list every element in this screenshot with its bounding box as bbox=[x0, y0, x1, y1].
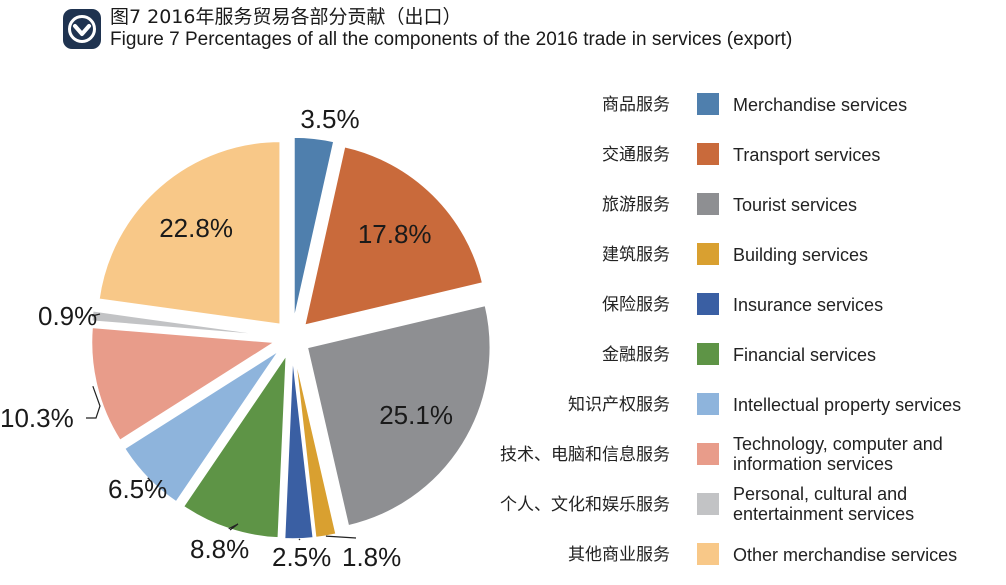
legend-item: 商品服务 Merchandise services bbox=[602, 93, 907, 115]
legend-label-cn: 旅游服务 bbox=[602, 195, 670, 215]
legend-swatch bbox=[697, 243, 719, 265]
leader-line bbox=[92, 313, 101, 317]
legend-label-cn: 金融服务 bbox=[602, 345, 670, 365]
legend-label-en: Building services bbox=[733, 245, 868, 265]
pie-slice bbox=[98, 140, 281, 326]
legend-item: 技术、电脑和信息服务 Technology, computer andinform… bbox=[500, 434, 943, 474]
slice-value-label: 1.8% bbox=[342, 542, 401, 572]
legend: 商品服务 Merchandise services 交通服务 Transport se… bbox=[500, 93, 961, 565]
slice-value-label: 0.9% bbox=[38, 301, 97, 331]
legend-label-en: Merchandise services bbox=[733, 95, 907, 115]
chevron-down-badge-icon bbox=[63, 9, 101, 49]
slice-value-label: 2.5% bbox=[272, 542, 331, 572]
slice-value-label: 25.1% bbox=[379, 400, 453, 430]
legend-label-en: Personal, cultural and bbox=[733, 484, 907, 504]
chart-title-cn: 图7 2016年服务贸易各部分贡献（出口） bbox=[110, 6, 462, 28]
legend-swatch bbox=[697, 393, 719, 415]
legend-label-cn: 保险服务 bbox=[602, 295, 670, 315]
pie-slice bbox=[306, 304, 492, 527]
legend-label-en: Intellectual property services bbox=[733, 395, 961, 415]
legend-swatch bbox=[697, 543, 719, 565]
legend-item: 知识产权服务 Intellectual property services bbox=[568, 393, 961, 415]
legend-item: 旅游服务 Tourist services bbox=[602, 193, 857, 215]
legend-label-en: Other merchandise services bbox=[733, 545, 957, 565]
legend-label-cn: 个人、文化和娱乐服务 bbox=[500, 495, 670, 515]
slice-value-label: 3.5% bbox=[300, 104, 359, 134]
legend-item: 交通服务 Transport services bbox=[602, 143, 880, 165]
legend-swatch bbox=[697, 143, 719, 165]
chart-title-en: Figure 7 Percentages of all the componen… bbox=[110, 29, 793, 50]
leader-line bbox=[228, 523, 239, 531]
leader-line bbox=[298, 538, 301, 541]
pie-slice bbox=[90, 309, 275, 337]
legend-item: 金融服务 Financial services bbox=[602, 343, 876, 365]
legend-label-cn: 建筑服务 bbox=[602, 245, 670, 265]
legend-label-en: entertainment services bbox=[733, 504, 914, 524]
pie-slice bbox=[283, 355, 315, 540]
legend-item: 其他商业服务 Other merchandise services bbox=[568, 543, 957, 565]
legend-swatch bbox=[697, 443, 719, 465]
legend-swatch bbox=[697, 493, 719, 515]
legend-label-cn: 技术、电脑和信息服务 bbox=[500, 445, 670, 465]
pie-slice bbox=[90, 326, 277, 442]
legend-label-en: Insurance services bbox=[733, 295, 883, 315]
legend-item: 个人、文化和娱乐服务 Personal, cultural andentertai… bbox=[500, 484, 914, 524]
legend-label-cn: 交通服务 bbox=[602, 145, 670, 165]
legend-item: 保险服务 Insurance services bbox=[602, 293, 883, 315]
leader-lines bbox=[86, 313, 357, 541]
leader-line bbox=[325, 535, 357, 539]
legend-label-en: Tourist services bbox=[733, 195, 857, 215]
slice-value-label: 22.8% bbox=[159, 213, 233, 243]
leader-line bbox=[86, 385, 101, 419]
legend-label-en: Financial services bbox=[733, 345, 876, 365]
slice-labels: 3.5% 17.8% 25.1% 1.8% 2.5% 8.8% 6.5% 10.3% 0.9% 2… bbox=[0, 104, 453, 572]
legend-swatch bbox=[697, 193, 719, 215]
legend-swatch bbox=[697, 343, 719, 365]
slice-value-label: 6.5% bbox=[108, 474, 167, 504]
legend-swatch bbox=[697, 293, 719, 315]
pie-slice bbox=[293, 136, 335, 321]
chart-header: 图7 2016年服务贸易各部分贡献（出口） Figure 7 Percentag… bbox=[62, 6, 962, 56]
slice-value-label: 8.8% bbox=[190, 534, 249, 564]
legend-label-cn: 知识产权服务 bbox=[568, 395, 670, 415]
legend-label-cn: 其他商业服务 bbox=[568, 545, 670, 565]
pie-slices bbox=[90, 136, 492, 540]
pie-slice bbox=[294, 355, 337, 539]
slice-value-label: 10.3% bbox=[0, 403, 74, 433]
legend-swatch bbox=[697, 93, 719, 115]
legend-item: 建筑服务 Building services bbox=[602, 243, 868, 265]
leader-line bbox=[147, 477, 151, 481]
pie-slice bbox=[303, 145, 484, 327]
legend-label-en: Transport services bbox=[733, 145, 880, 165]
slice-value-label: 17.8% bbox=[358, 219, 432, 249]
legend-label-cn: 商品服务 bbox=[602, 95, 670, 115]
legend-label-en: information services bbox=[733, 454, 893, 474]
legend-label-en: Technology, computer and bbox=[733, 434, 943, 454]
